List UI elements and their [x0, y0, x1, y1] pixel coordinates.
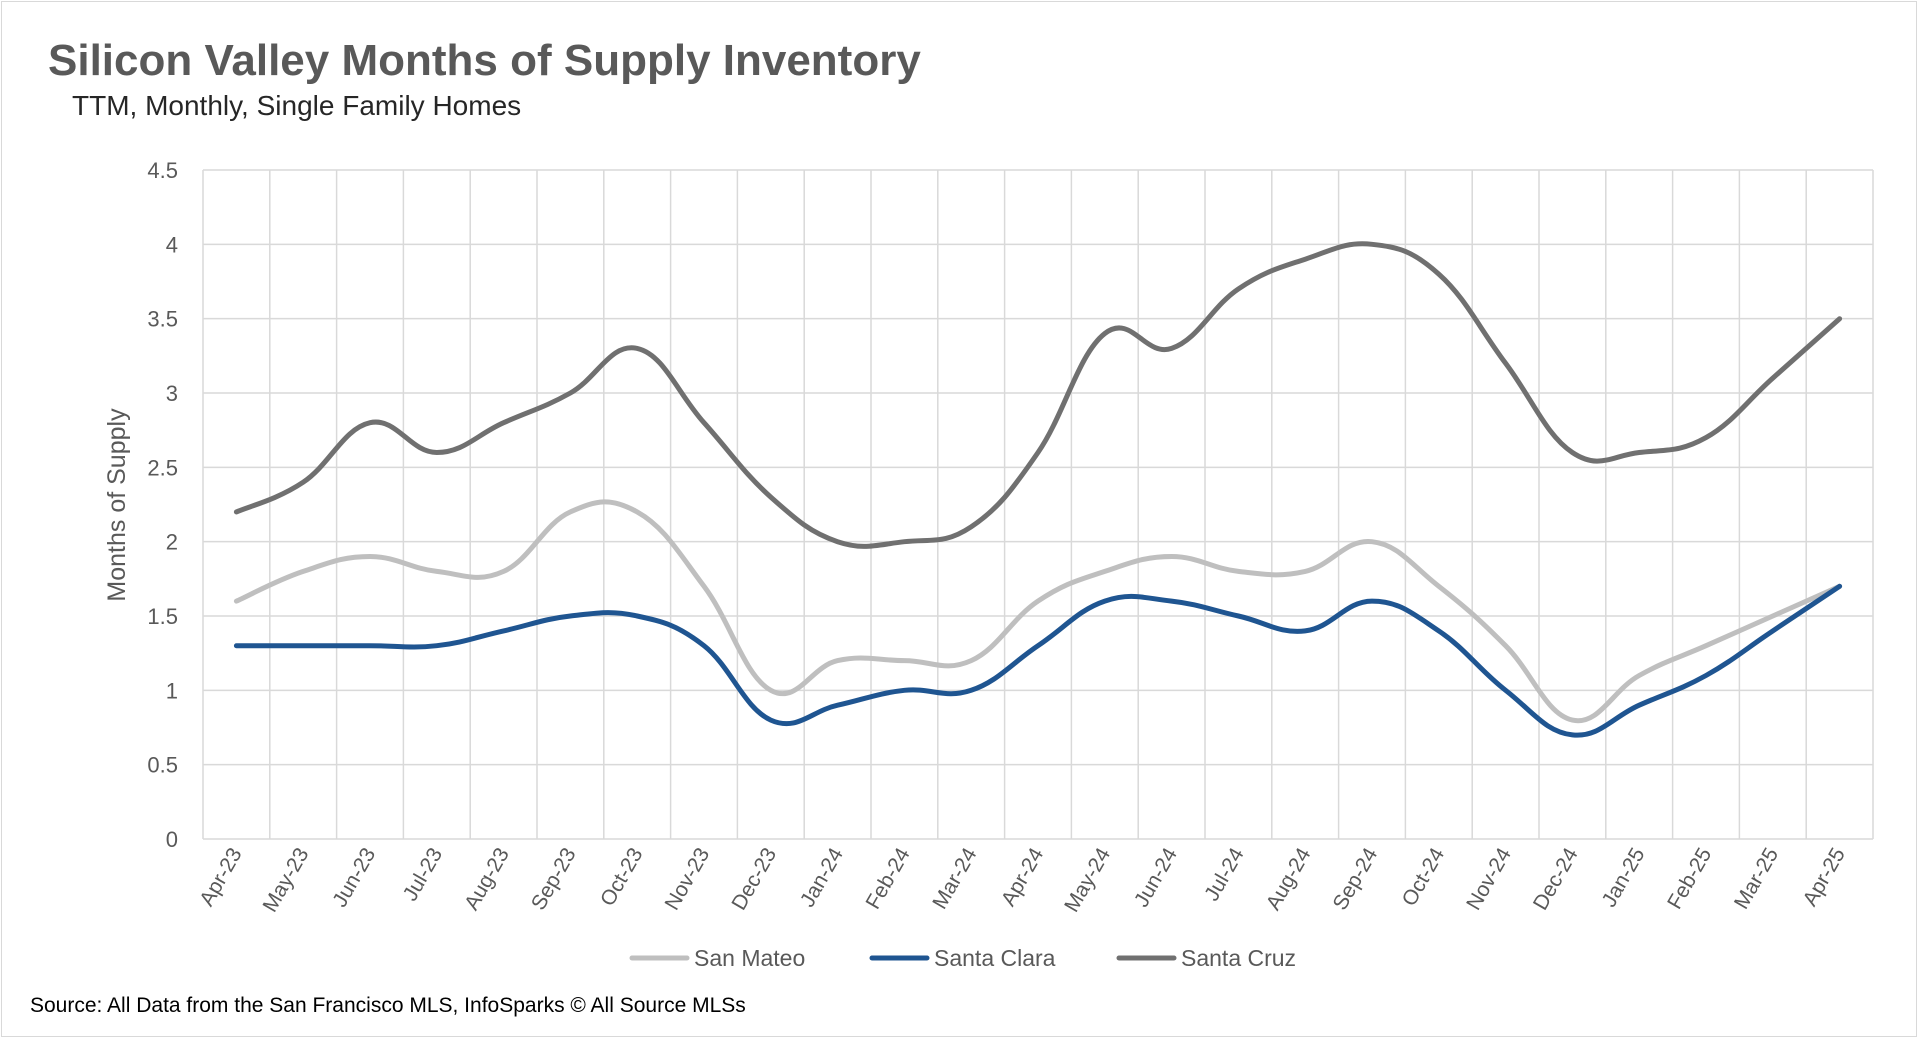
x-tick-label: Aug-23: [460, 844, 514, 914]
x-tick-label: Feb-25: [1663, 844, 1716, 913]
legend-label-san-mateo: San Mateo: [694, 945, 805, 971]
chart-subtitle: TTM, Monthly, Single Family Homes: [72, 90, 522, 121]
gridlines: [202, 169, 1874, 840]
x-tick-label: Jun-23: [328, 844, 380, 911]
legend: San Mateo Santa Clara Santa Cruz: [629, 945, 1296, 971]
y-tick-label: 2.5: [147, 455, 178, 480]
x-tick-label: Dec-23: [727, 844, 781, 914]
x-tick-label: Mar-24: [928, 844, 981, 913]
x-tick-label: Jun-24: [1130, 844, 1182, 911]
y-tick-label: 2: [166, 530, 178, 555]
x-tick-label: Mar-25: [1730, 844, 1783, 913]
x-tick-label: Jul-23: [399, 844, 448, 905]
y-axis-label: Months of Supply: [103, 408, 131, 602]
x-tick-label: Oct-23: [596, 844, 647, 910]
x-tick-label: Sep-24: [1329, 844, 1383, 914]
x-tick-label: Feb-24: [862, 844, 915, 913]
x-axis-ticks: Apr-23 May-23 Jun-23 Jul-23 Aug-23 Sep-23 Oct-…: [195, 844, 1850, 916]
legend-label-santa-cruz: Santa Cruz: [1181, 945, 1296, 971]
x-tick-label: Nov-23: [661, 844, 715, 914]
chart-title: Silicon Valley Months of Supply Inventor…: [48, 36, 921, 85]
y-tick-label: 1: [166, 678, 178, 703]
x-tick-label: Jul-24: [1200, 844, 1249, 905]
series-line-san-mateo: [233, 499, 1843, 724]
x-tick-label: Jan-24: [796, 844, 848, 911]
series-line-santa-cruz: [233, 241, 1843, 549]
y-tick-label: 4.5: [147, 158, 178, 183]
series-lines: [233, 241, 1843, 738]
y-tick-label: 0: [166, 827, 178, 852]
x-tick-label: Apr-23: [195, 844, 246, 910]
y-tick-label: 1.5: [147, 604, 178, 629]
y-axis-ticks: 0 0.5 1 1.5 2 2.5 3 3.5 4 4.5: [147, 158, 178, 852]
x-tick-label: Jan-25: [1598, 844, 1650, 911]
x-tick-label: May-24: [1060, 844, 1115, 916]
x-tick-label: May-23: [259, 844, 314, 916]
x-tick-label: Nov-24: [1462, 844, 1516, 914]
x-tick-label: Oct-24: [1398, 844, 1450, 910]
x-tick-label: Apr-24: [997, 844, 1049, 910]
y-tick-label: 0.5: [147, 753, 178, 778]
x-tick-label: Apr-25: [1798, 844, 1849, 910]
source-note: Source: All Data from the San Francisco …: [30, 994, 746, 1017]
y-tick-label: 3: [166, 381, 178, 406]
x-tick-label: Aug-24: [1262, 844, 1316, 914]
y-tick-label: 4: [166, 232, 178, 257]
y-tick-label: 3.5: [147, 307, 178, 332]
x-tick-label: Sep-23: [527, 844, 581, 914]
legend-label-santa-clara: Santa Clara: [934, 945, 1056, 971]
series-line-santa-clara: [233, 583, 1843, 738]
x-tick-label: Dec-24: [1529, 844, 1583, 914]
